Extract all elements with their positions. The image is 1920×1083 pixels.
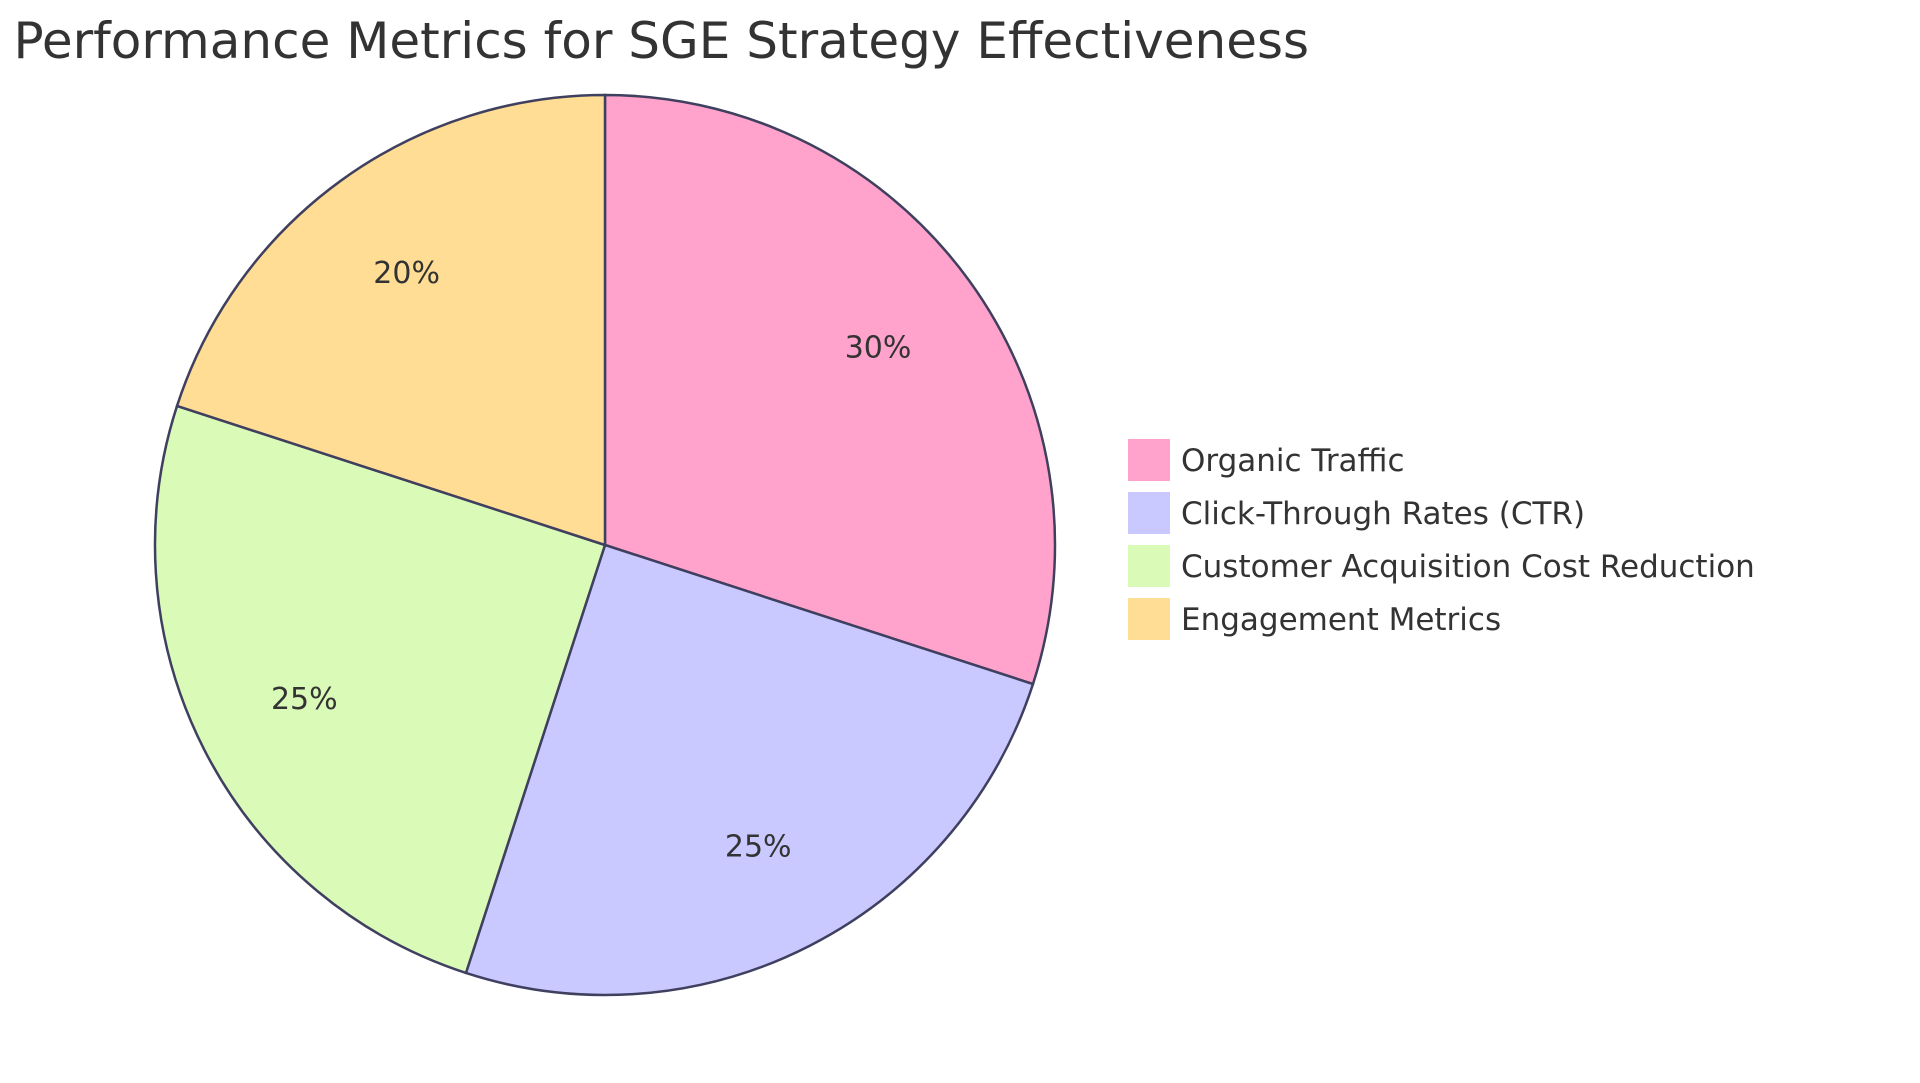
legend-swatch-engagement-metrics <box>1126 596 1172 642</box>
slice-percent-label: 30% <box>845 331 912 366</box>
pie-slices <box>153 93 1057 997</box>
chart-title: Key Performance Metrics for SGE Strategy… <box>0 12 1309 70</box>
legend: Organic Traffic Click-Through Rates (CTR)… <box>1126 437 1755 642</box>
pie-slice-engagement-metrics <box>175 93 607 547</box>
legend-swatch-organic-traffic <box>1126 437 1172 483</box>
pie-slice-labels: 30% 25% 25% 20% <box>271 256 911 865</box>
legend-swatch-customer-acquisition-cost-reduction <box>1126 543 1172 589</box>
legend-label-customer-acquisition-cost-reduction: Customer Acquisition Cost Reduction <box>1181 549 1755 585</box>
slice-percent-label: 25% <box>271 682 338 717</box>
slice-percent-label: 20% <box>373 256 440 291</box>
legend-label-click-through-rates-ctr: Click-Through Rates (CTR) <box>1181 496 1585 532</box>
pie-slice-organic-traffic <box>603 93 1057 686</box>
legend-label-engagement-metrics: Engagement Metrics <box>1181 602 1501 638</box>
legend-label-organic-traffic: Organic Traffic <box>1181 443 1405 479</box>
slice-percent-label: 25% <box>725 830 792 865</box>
legend-swatch-click-through-rates-ctr <box>1126 490 1172 536</box>
pie-slice-click-through-rates-ctr <box>464 543 1035 997</box>
pie-slice-customer-acquisition-cost-reduction <box>153 404 607 975</box>
